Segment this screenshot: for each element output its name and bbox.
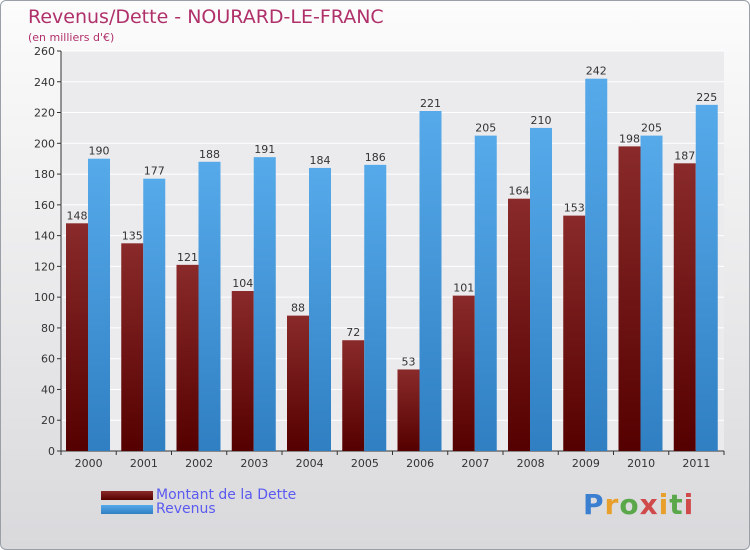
x-tick-label: 2004 <box>296 457 324 470</box>
legend-swatch-debt <box>101 490 153 500</box>
data-label-debt-2000: 148 <box>67 209 88 222</box>
plot-area <box>61 51 724 451</box>
data-label-revenus-2008: 210 <box>531 114 552 127</box>
logo-letter: t <box>669 488 684 521</box>
bar-revenus-2000 <box>88 158 110 451</box>
data-label-debt-2004: 88 <box>291 302 305 315</box>
bar-revenus-2010 <box>640 135 663 451</box>
data-label-debt-2001: 135 <box>122 229 143 242</box>
x-tick-label: 2009 <box>572 457 600 470</box>
y-tick-label: 260 <box>34 45 55 58</box>
x-tick-label: 2011 <box>682 457 710 470</box>
bar-revenus-2001 <box>143 178 166 451</box>
x-tick-label: 2008 <box>517 457 545 470</box>
data-label-debt-2003: 104 <box>232 277 253 290</box>
data-label-debt-2008: 164 <box>509 185 530 198</box>
data-label-revenus-2002: 188 <box>199 148 220 161</box>
y-tick-label: 60 <box>41 353 55 366</box>
y-tick-label: 0 <box>48 445 55 458</box>
logo-letter: r <box>604 488 620 521</box>
data-label-revenus-2010: 205 <box>641 122 662 135</box>
logo-letter: x <box>639 488 659 521</box>
bar-debt-2007 <box>452 295 475 451</box>
chart-title: Revenus/Dette - NOURARD-LE-FRANC <box>28 6 384 28</box>
x-tick-label: 2007 <box>461 457 489 470</box>
logo-letter: i <box>658 488 670 521</box>
y-tick-label: 160 <box>34 199 55 212</box>
data-label-debt-2002: 121 <box>177 251 198 264</box>
y-tick-label: 100 <box>34 291 55 304</box>
chart-subtitle: (en milliers d'€) <box>28 31 115 44</box>
bar-debt-2011 <box>673 163 696 452</box>
x-tick-label: 2010 <box>627 457 655 470</box>
y-tick-label: 200 <box>34 137 55 150</box>
legend-item-debt: Montant de la Dette <box>101 487 297 503</box>
bar-debt-2003 <box>231 291 254 451</box>
data-label-revenus-2006: 221 <box>420 97 441 110</box>
data-label-revenus-2000: 190 <box>89 145 110 158</box>
y-tick-label: 120 <box>34 260 55 273</box>
bar-debt-2008 <box>508 198 530 451</box>
bar-revenus-2008 <box>530 127 552 451</box>
data-label-debt-2005: 72 <box>346 326 360 339</box>
x-tick-label: 2005 <box>351 457 379 470</box>
y-tick-label: 20 <box>41 414 55 427</box>
legend-item-revenus: Revenus <box>101 501 216 517</box>
y-tick-label: 240 <box>34 76 55 89</box>
x-tick-label: 2006 <box>406 457 434 470</box>
data-label-debt-2009: 153 <box>564 202 585 215</box>
bar-debt-2005 <box>342 340 365 451</box>
data-label-revenus-2007: 205 <box>475 122 496 135</box>
logo-letter: i <box>683 488 695 521</box>
data-label-revenus-2005: 186 <box>365 151 386 164</box>
x-tick-label: 2002 <box>185 457 213 470</box>
data-label-debt-2006: 53 <box>402 355 416 368</box>
x-tick-label: 2000 <box>75 457 103 470</box>
bar-revenus-2005 <box>364 164 387 451</box>
proxiti-logo: Proxiti <box>583 488 694 521</box>
bar-revenus-2002 <box>198 161 221 451</box>
bar-debt-2009 <box>563 215 586 451</box>
logo-letter: o <box>619 488 640 521</box>
y-tick-label: 180 <box>34 168 55 181</box>
data-label-revenus-2003: 191 <box>254 143 275 156</box>
y-tick-label: 220 <box>34 107 55 120</box>
data-label-revenus-2001: 177 <box>144 165 165 178</box>
bar-revenus-2006 <box>419 111 442 451</box>
x-tick-label: 2003 <box>240 457 268 470</box>
legend-swatch-revenus <box>101 504 153 514</box>
data-label-revenus-2009: 242 <box>586 65 607 78</box>
bar-revenus-2003 <box>253 157 276 451</box>
bar-revenus-2007 <box>474 135 497 451</box>
bar-revenus-2011 <box>695 104 718 451</box>
data-label-debt-2010: 198 <box>619 132 640 145</box>
x-tick-label: 2001 <box>130 457 158 470</box>
bar-debt-2000 <box>66 223 88 451</box>
bar-debt-2002 <box>176 264 199 451</box>
bar-debt-2006 <box>397 369 420 451</box>
bar-debt-2010 <box>618 146 641 451</box>
logo-letter: P <box>583 488 605 521</box>
legend-label-revenus: Revenus <box>156 501 216 517</box>
data-label-debt-2011: 187 <box>674 149 695 162</box>
bar-revenus-2004 <box>309 167 331 451</box>
y-tick-label: 40 <box>41 383 55 396</box>
data-label-revenus-2011: 225 <box>696 91 717 104</box>
data-label-revenus-2004: 184 <box>310 154 331 167</box>
legend-label-debt: Montant de la Dette <box>156 487 297 503</box>
y-tick-label: 80 <box>41 322 55 335</box>
data-label-debt-2007: 101 <box>453 282 474 295</box>
y-tick-label: 140 <box>34 230 55 243</box>
bar-debt-2001 <box>121 243 144 451</box>
bar-debt-2004 <box>287 315 309 451</box>
bar-revenus-2009 <box>585 78 608 451</box>
